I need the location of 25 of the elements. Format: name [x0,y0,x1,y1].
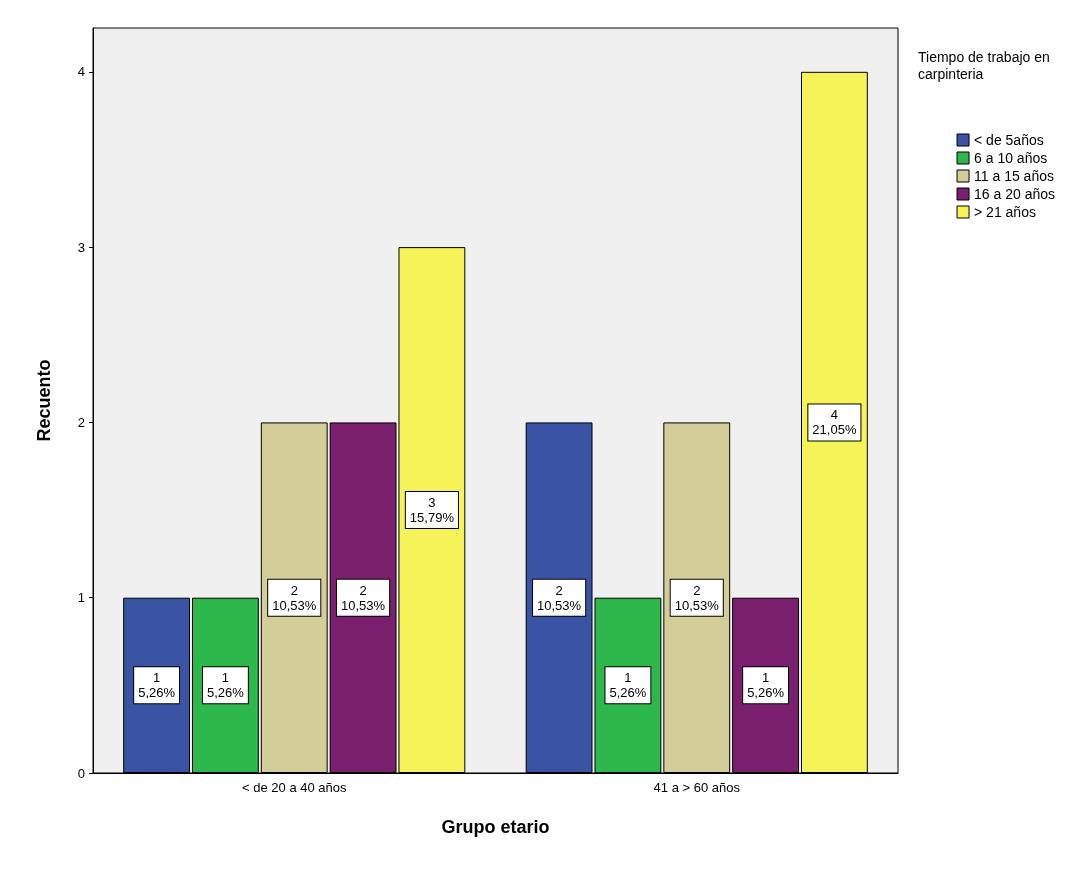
data-label: 1 5,26% [206,670,245,701]
legend-label: 6 a 10 años [974,150,1048,166]
y-tick-label: 4 [77,64,85,80]
data-label: 1 5,26% [609,670,647,701]
data-label: 3 15,79% [409,495,455,526]
legend-title: Tiempo de trabajo en carpinteria [918,48,1054,82]
data-label: 2 10,53% [674,582,720,613]
data-label: 2 10,53% [341,582,386,613]
data-label: 1 5,26% [138,670,176,701]
y-tick-label: 3 [77,239,85,255]
data-label: 1 5,26% [747,670,785,701]
x-tick-label: 41 a > 60 años [653,780,741,795]
legend-label: < de 5años [974,132,1044,148]
y-axis-title: Recuento [34,359,54,442]
y-tick-label: 0 [77,765,85,781]
data-label: 2 10,53% [272,582,317,613]
y-tick-label: 1 [77,590,85,606]
legend-label: 11 a 15 años [974,168,1054,184]
data-label: 4 21,05% [812,407,857,438]
data-label: 2 10,53% [537,582,582,613]
legend-label: > 21 años [974,204,1036,220]
legend-label: 16 a 20 años [974,186,1056,202]
y-tick-label: 2 [77,414,85,430]
x-axis-title: Grupo etario [441,817,550,837]
x-tick-label: < de 20 a 40 años [242,780,347,795]
